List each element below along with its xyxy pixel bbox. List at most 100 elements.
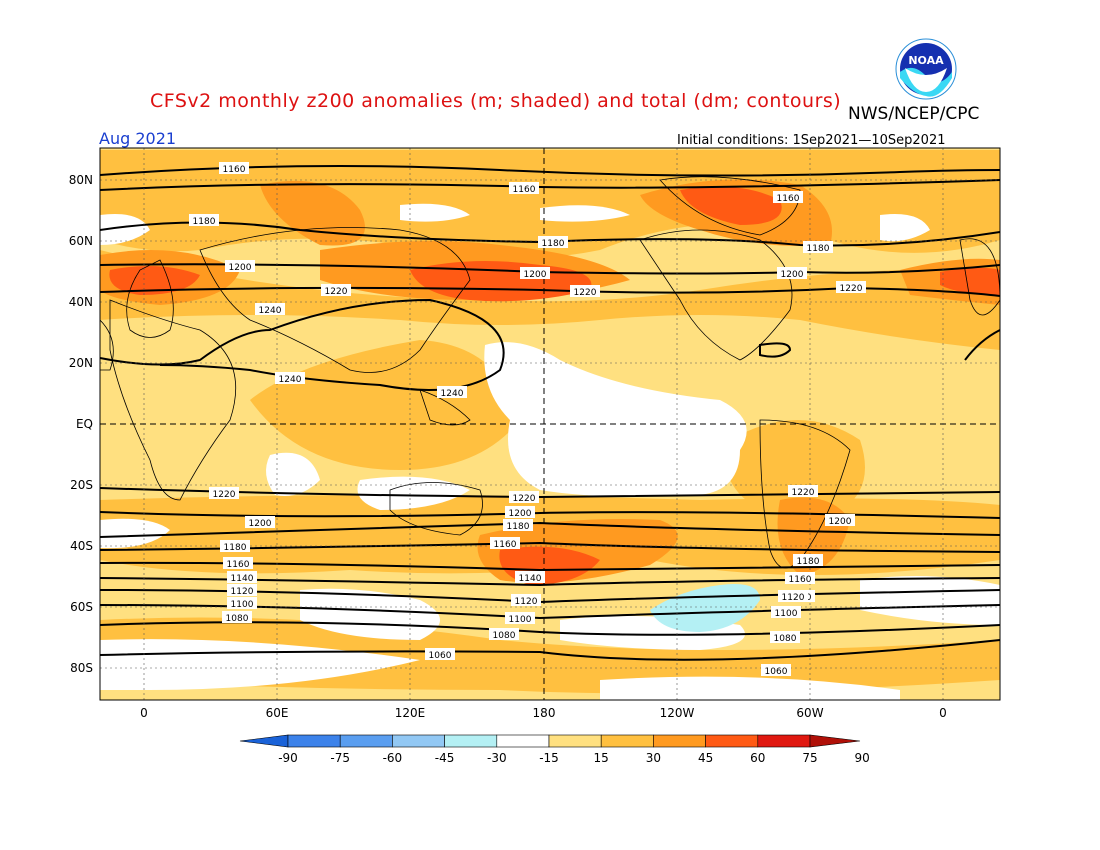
contour-label-bg: [489, 628, 519, 640]
colorbar-swatch: [653, 734, 706, 748]
contour-label: 1240: [259, 306, 282, 316]
contour-label-bg: [505, 506, 535, 518]
latitude-label: 40N: [69, 295, 93, 309]
latitude-label: 80N: [69, 173, 93, 187]
contour-label-bg: [773, 191, 803, 203]
contour-label: 1240: [279, 375, 302, 385]
longitude-label: 0: [939, 706, 947, 720]
colorbar-swatch: [339, 734, 393, 748]
contour-label-bg: [538, 236, 568, 248]
contour-label: 1220: [513, 494, 536, 504]
contour-label-bg: [785, 572, 815, 584]
latitude-label: 80S: [70, 661, 93, 675]
contour-label-bg: [189, 214, 219, 226]
latitude-label: 20S: [70, 478, 93, 492]
contour-label-bg: [509, 182, 539, 194]
colorbar-high-arrow: [809, 734, 861, 748]
colorbar-swatch: [600, 734, 654, 748]
contour-label: 1220: [840, 284, 863, 294]
latitude-label: 60N: [69, 234, 93, 248]
contour-label: 1060: [429, 651, 452, 661]
latitude-label: 20N: [69, 356, 93, 370]
contour-label: 1160: [223, 165, 246, 175]
colorbar-swatch: [705, 734, 759, 748]
contour-label-bg: [503, 519, 533, 531]
contour-label: 1160: [789, 575, 812, 585]
contour-label: 1120: [515, 597, 538, 607]
longitude-label: 120E: [395, 706, 426, 720]
initial-conditions: Initial conditions: 1Sep2021—10Sep2021: [677, 133, 946, 148]
contour-label-bg: [222, 611, 252, 623]
contour-label-bg: [511, 594, 541, 606]
contour-label: 1080: [493, 631, 516, 641]
anomaly-neutral: [100, 203, 1000, 700]
contour-label: 1180: [507, 522, 530, 532]
contour-label: 1200: [509, 509, 532, 519]
longitude-label: 60E: [266, 706, 289, 720]
contour-label: 1180: [542, 239, 565, 249]
contour-label: 1100: [509, 615, 532, 625]
contour-labels: 1160 1160 1160 1180 1180 1180 1200 1200 1200 1220…: [189, 162, 866, 677]
contour-label: 1200: [829, 517, 852, 527]
contour-label: 1080: [226, 614, 249, 624]
colorbar-swatch: [548, 734, 602, 748]
contour-label-bg: [505, 612, 535, 624]
contour-label: 1200: [781, 270, 804, 280]
coastlines: [100, 176, 1000, 569]
contour-label: 1180: [797, 557, 820, 567]
contour-label-bg: [771, 606, 801, 618]
contour-label: 1180: [224, 543, 247, 553]
contour-label: 1080: [774, 634, 797, 644]
latitude-labels: 80N 60N 40N 20N EQ 20S 40S 60S 80S: [69, 173, 93, 675]
noaa-logo: NOAA: [895, 38, 957, 100]
contour-label: 1100: [775, 609, 798, 619]
contour-label-bg: [509, 491, 539, 503]
contour-label-bg: [520, 267, 550, 279]
contour-label: 1100: [231, 600, 254, 610]
contour-label-bg: [220, 540, 250, 552]
colorbar-label: 60: [750, 751, 765, 765]
contour-label: 1120: [782, 593, 805, 603]
contour-label-bg: [793, 554, 823, 566]
contour-label: 1200: [524, 270, 547, 280]
colorbar-label: -45: [435, 751, 455, 765]
contour-label-bg: [225, 260, 255, 272]
contour-label-bg: [255, 303, 285, 315]
contour-label-bg: [836, 281, 866, 293]
colorbar-swatch: [444, 734, 498, 748]
colorbar-label: -90: [278, 751, 298, 765]
colorbar-label: -30: [487, 751, 507, 765]
contour-label-bg: [321, 284, 351, 296]
contour-label-bg: [777, 267, 807, 279]
contour-label: 1160: [513, 185, 536, 195]
colorbar: -90 -75 -60 -45 -30 -15 15 30 45 60 75 90: [239, 734, 870, 765]
contour-label-bg: [825, 514, 855, 526]
contour-label-bg: [770, 631, 800, 643]
contour-label-bg: [227, 571, 257, 583]
svg-text:NOAA: NOAA: [908, 54, 944, 67]
longitude-label: 0: [140, 706, 148, 720]
contour-label-bg: [570, 285, 600, 297]
contour-label-bg: [227, 597, 257, 609]
colorbar-swatch: [757, 734, 811, 748]
latitude-label: 40S: [70, 539, 93, 553]
contour-label: 1120: [231, 587, 254, 597]
contour-label-bg: [515, 571, 545, 583]
contour-label: 1200: [229, 263, 252, 273]
contour-label-bg: [209, 487, 239, 499]
longitude-label: 60W: [796, 706, 823, 720]
colorbar-label: 75: [802, 751, 817, 765]
contour-label: 1180: [193, 217, 216, 227]
contour-label: 1220: [325, 287, 348, 297]
colorbar-low-arrow: [239, 734, 289, 748]
contour-label-bg: [803, 241, 833, 253]
colorbar-label: 90: [855, 751, 870, 765]
contour-label-bg: [219, 162, 249, 174]
contour-label-bg: [223, 557, 253, 569]
longitude-label: 180: [533, 706, 556, 720]
longitude-label: 120W: [660, 706, 695, 720]
map-frame: [99, 147, 1001, 701]
colorbar-label: 15: [594, 751, 609, 765]
contour-label: 1160: [777, 194, 800, 204]
